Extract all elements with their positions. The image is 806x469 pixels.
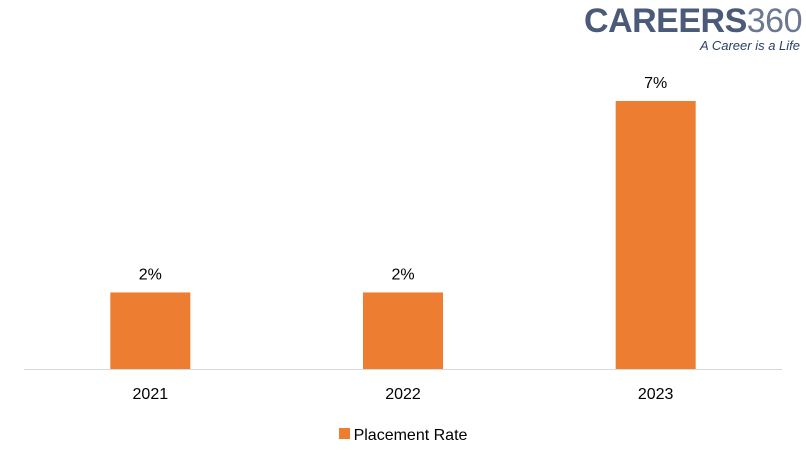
chart-legend: Placement Rate (0, 427, 806, 445)
data-label-2023: 7% (644, 75, 667, 92)
legend-label: Placement Rate (353, 427, 468, 444)
legend-swatch (338, 428, 350, 440)
x-tick-label-2023: 2023 (638, 386, 674, 403)
x-tick-label-2022: 2022 (385, 386, 421, 403)
x-tick-label-2021: 2021 (133, 386, 169, 403)
bar-2022 (363, 292, 443, 369)
bar-2023 (615, 101, 696, 369)
logo-brand-number: 360 (746, 2, 803, 40)
logo-brand: CAREERS360 (584, 2, 803, 40)
data-label-2022: 2% (391, 266, 414, 283)
logo-tagline: A Career is a Life (700, 38, 800, 53)
data-label-2021: 2% (139, 266, 162, 283)
careers360-logo: CAREERS360 A Career is a Life (584, 4, 802, 52)
bar-2021 (110, 292, 191, 369)
